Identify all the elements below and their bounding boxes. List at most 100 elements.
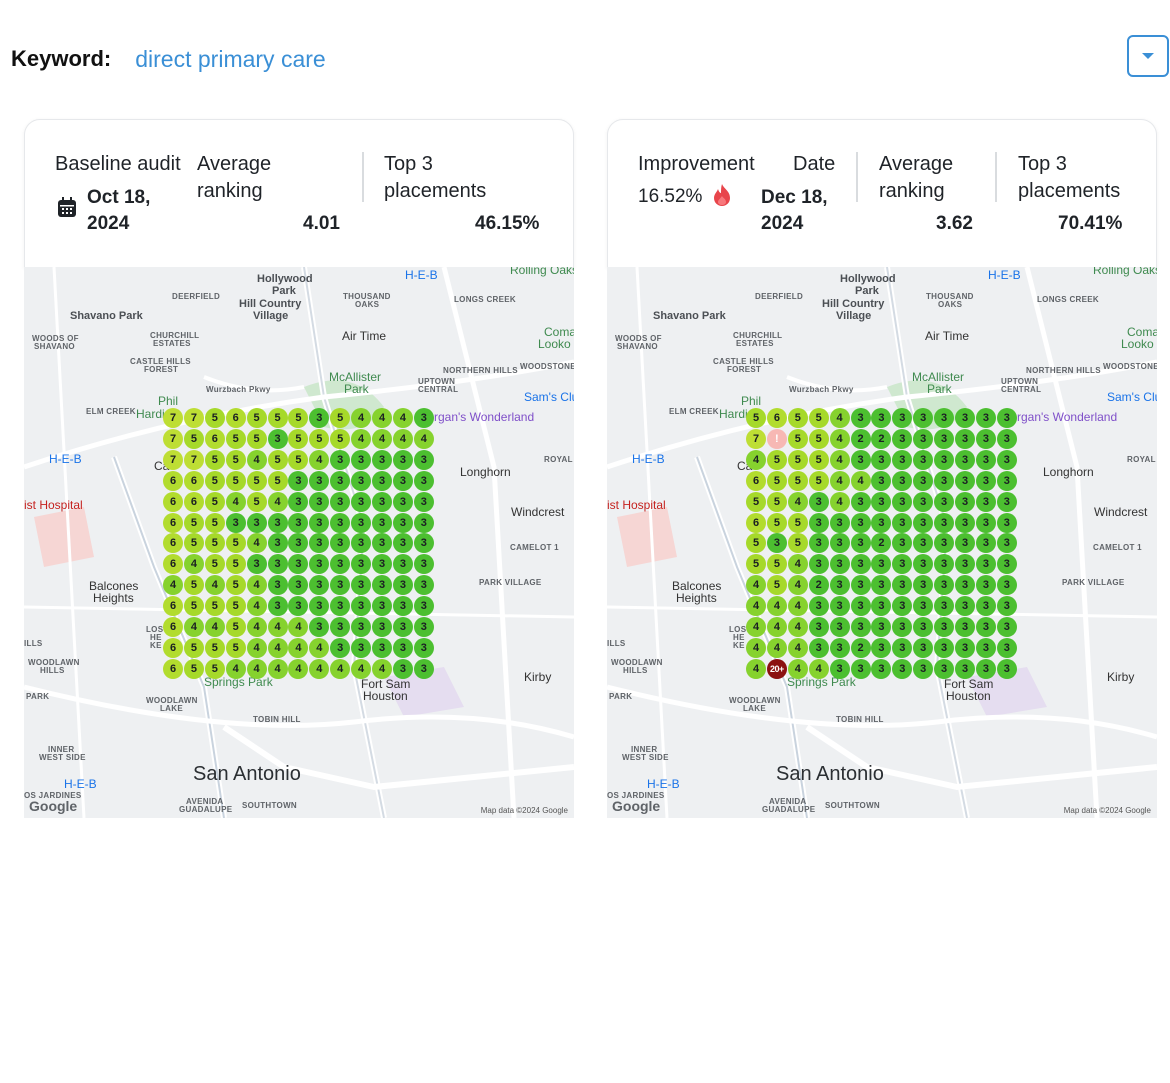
grid-cell[interactable]: 4 — [746, 658, 766, 679]
grid-cell[interactable]: 5 — [787, 449, 808, 470]
grid-cell[interactable]: 3 — [996, 575, 1017, 596]
grid-cell[interactable]: 3 — [934, 554, 955, 575]
grid-cell[interactable]: 3 — [996, 449, 1017, 470]
grid-cell[interactable]: 3 — [392, 533, 413, 554]
grid-cell[interactable]: 3 — [372, 512, 392, 533]
grid-cell[interactable]: 4 — [246, 575, 267, 596]
grid-cell[interactable]: 3 — [934, 470, 955, 491]
grid-cell[interactable]: 3 — [330, 491, 351, 512]
grid-cell[interactable]: 3 — [392, 575, 413, 596]
grid-cell[interactable]: 3 — [850, 491, 871, 512]
grid-cell[interactable]: 5 — [204, 554, 225, 575]
grid-cell[interactable]: 5 — [766, 512, 787, 533]
grid-cell[interactable]: 3 — [413, 575, 434, 596]
grid-cell[interactable]: 4 — [288, 617, 309, 637]
grid-cell[interactable]: 3 — [372, 637, 392, 658]
grid-cell[interactable]: 5 — [204, 491, 225, 512]
grid-cell[interactable]: 3 — [871, 554, 892, 575]
grid-cell[interactable]: 6 — [746, 470, 766, 491]
grid-cell[interactable]: 4 — [746, 449, 766, 470]
grid-cell[interactable]: 3 — [892, 512, 913, 533]
grid-cell[interactable]: 5 — [766, 470, 787, 491]
grid-cell[interactable]: 3 — [372, 554, 392, 575]
grid-cell[interactable]: 3 — [330, 637, 351, 658]
grid-cell[interactable]: 5 — [787, 428, 808, 449]
grid-cell[interactable]: 3 — [975, 637, 996, 658]
grid-cell[interactable]: 3 — [892, 596, 913, 617]
grid-cell[interactable]: 6 — [163, 596, 183, 617]
grid-cell[interactable]: 3 — [975, 449, 996, 470]
grid-cell[interactable]: 3 — [351, 596, 372, 617]
grid-cell[interactable]: 3 — [413, 637, 434, 658]
grid-cell[interactable]: 3 — [288, 512, 309, 533]
grid-cell[interactable]: 4 — [766, 596, 787, 617]
grid-cell[interactable]: 4 — [372, 408, 392, 428]
grid-cell[interactable]: 3 — [267, 575, 288, 596]
grid-cell[interactable]: 3 — [955, 449, 975, 470]
grid-cell[interactable]: 4 — [787, 575, 808, 596]
grid-cell[interactable]: 3 — [309, 617, 330, 637]
grid-cell[interactable]: 3 — [288, 554, 309, 575]
grid-cell[interactable]: 5 — [204, 658, 225, 679]
grid-cell[interactable]: 4 — [392, 428, 413, 449]
grid-cell[interactable]: 3 — [246, 554, 267, 575]
grid-cell[interactable]: 3 — [413, 658, 434, 679]
grid-cell[interactable]: 4 — [746, 596, 766, 617]
grid-cell[interactable]: 6 — [183, 470, 204, 491]
grid-cell[interactable]: 3 — [351, 491, 372, 512]
grid-cell[interactable]: 5 — [246, 491, 267, 512]
grid-cell[interactable]: 3 — [934, 658, 955, 679]
grid-cell[interactable]: 3 — [267, 533, 288, 554]
grid-cell[interactable]: 3 — [351, 554, 372, 575]
grid-cell[interactable]: 5 — [183, 512, 204, 533]
grid-cell[interactable]: 3 — [975, 617, 996, 637]
grid-cell[interactable]: 5 — [225, 637, 246, 658]
grid-cell[interactable]: 3 — [850, 575, 871, 596]
grid-cell[interactable]: 3 — [288, 596, 309, 617]
grid-cell[interactable]: 3 — [871, 596, 892, 617]
grid-cell[interactable]: 5 — [225, 575, 246, 596]
grid-cell[interactable]: 4 — [246, 617, 267, 637]
grid-cell[interactable]: 3 — [808, 512, 829, 533]
grid-cell[interactable]: 3 — [975, 512, 996, 533]
grid-cell[interactable]: 5 — [246, 470, 267, 491]
baseline-map[interactable]: Hollywood Park Hill Country Village Shav… — [24, 267, 574, 818]
grid-cell[interactable]: 3 — [413, 554, 434, 575]
grid-cell[interactable]: 3 — [829, 596, 850, 617]
grid-cell[interactable]: 3 — [934, 512, 955, 533]
grid-cell[interactable]: 3 — [829, 554, 850, 575]
grid-cell[interactable]: 5 — [808, 408, 829, 428]
grid-cell[interactable]: 5 — [204, 408, 225, 428]
grid-cell[interactable]: 3 — [996, 512, 1017, 533]
grid-cell[interactable]: 3 — [975, 408, 996, 428]
grid-cell[interactable]: 2 — [871, 533, 892, 554]
grid-cell[interactable]: 3 — [996, 637, 1017, 658]
grid-cell[interactable]: 3 — [955, 575, 975, 596]
grid-cell[interactable]: 4 — [746, 575, 766, 596]
grid-cell[interactable]: 3 — [808, 637, 829, 658]
grid-cell[interactable]: 3 — [766, 533, 787, 554]
grid-cell[interactable]: 5 — [787, 408, 808, 428]
grid-cell[interactable]: 3 — [996, 491, 1017, 512]
grid-cell[interactable]: 5 — [267, 470, 288, 491]
grid-cell[interactable]: 3 — [330, 470, 351, 491]
grid-cell[interactable]: 4 — [372, 658, 392, 679]
grid-cell[interactable]: 5 — [204, 637, 225, 658]
grid-cell[interactable]: 3 — [871, 491, 892, 512]
grid-cell[interactable]: 3 — [913, 491, 934, 512]
grid-cell[interactable]: 4 — [267, 617, 288, 637]
grid-cell[interactable]: 4 — [829, 428, 850, 449]
grid-cell[interactable]: 5 — [746, 491, 766, 512]
grid-cell[interactable]: 3 — [913, 554, 934, 575]
grid-cell[interactable]: 4 — [246, 658, 267, 679]
grid-cell[interactable]: 3 — [975, 491, 996, 512]
grid-cell[interactable]: 7 — [163, 428, 183, 449]
grid-cell[interactable]: 3 — [392, 512, 413, 533]
grid-cell[interactable]: 3 — [892, 554, 913, 575]
grid-cell[interactable]: 4 — [204, 617, 225, 637]
grid-cell[interactable]: 4 — [163, 575, 183, 596]
grid-cell[interactable]: 6 — [766, 408, 787, 428]
grid-cell[interactable]: 3 — [330, 554, 351, 575]
grid-cell[interactable]: 4 — [829, 470, 850, 491]
grid-cell[interactable]: 4 — [787, 637, 808, 658]
